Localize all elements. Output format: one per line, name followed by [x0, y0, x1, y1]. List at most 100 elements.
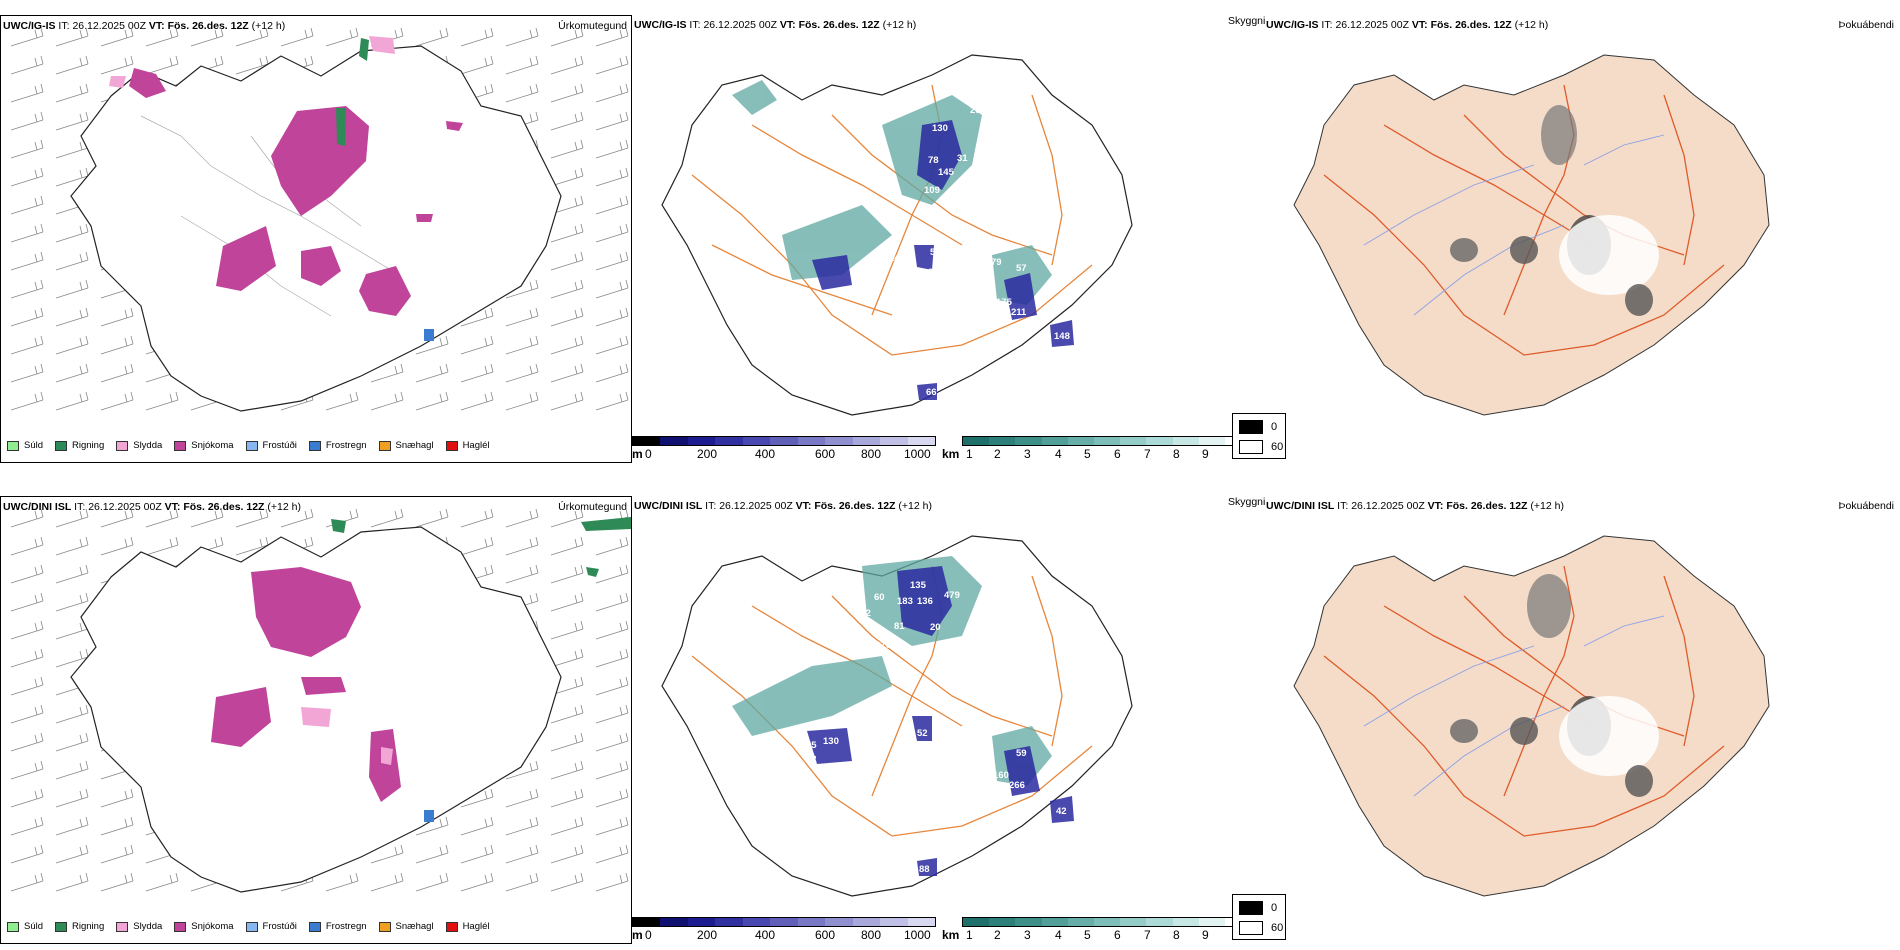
wind-barb-icon: [10, 195, 44, 215]
wind-barb-icon: [10, 676, 44, 696]
wind-barb-icon: [55, 27, 89, 47]
vis-label: 183: [897, 596, 913, 607]
wind-barb-icon: [505, 27, 539, 47]
wind-barb-icon: [10, 788, 44, 808]
wind-barb-icon: [370, 508, 404, 528]
swatch-icon: [1239, 440, 1263, 454]
cloud-unit: m: [632, 928, 643, 942]
fog-map: [1293, 54, 1770, 416]
cloud-tick: 0: [645, 447, 652, 461]
wind-barb-icon: [55, 872, 89, 892]
wind-barb-icon: [505, 279, 539, 299]
swatch-icon: [445, 921, 458, 932]
panel-title: Skyggni: [1228, 15, 1266, 27]
cloud-tick: 400: [755, 447, 776, 461]
wind-barb-icon: [595, 872, 629, 892]
wind-barb-icon: [100, 816, 134, 836]
panel-title: Þokuábendi: [1838, 500, 1894, 512]
vis-label: 145: [938, 167, 955, 178]
vis-colorbar: [962, 436, 1252, 446]
vis-label: 78: [928, 155, 939, 166]
vis-label: 211: [1011, 307, 1027, 318]
wind-barb-icon: [595, 536, 629, 556]
wind-barb-icon: [460, 536, 494, 556]
swatch-icon: [116, 440, 129, 451]
panel-title: Úrkomutegund: [558, 501, 627, 513]
wind-barb-icon: [100, 391, 134, 411]
wind-barb-icon: [550, 83, 584, 103]
wind-barb-icon: [55, 816, 89, 836]
panel-header: UWC/IG-IS IT: 26.12.2025 00Z VT: Fös. 26…: [634, 19, 917, 31]
wind-barb-icon: [10, 816, 44, 836]
cloud-tick: 0: [645, 928, 652, 942]
vis-tick: 3: [1024, 928, 1031, 942]
legend-item: Snæhagl: [378, 921, 434, 932]
vis-label: 88: [919, 864, 930, 875]
wind-barb-icon: [595, 592, 629, 612]
vis-tick: 8: [1173, 928, 1180, 942]
wind-barb-icon: [550, 872, 584, 892]
vis-tick: 8: [1173, 447, 1180, 461]
wind-barb-icon: [100, 363, 134, 383]
wind-barb-icon: [10, 844, 44, 864]
wind-barb-icon: [505, 872, 539, 892]
wind-barb-icon: [55, 307, 89, 327]
legend-item: Snjókoma: [174, 921, 234, 932]
swatch-icon: [445, 440, 458, 451]
wind-barb-icon: [460, 27, 494, 47]
wind-barb-icon: [55, 223, 89, 243]
vis-label: 20: [930, 622, 941, 633]
fog-legend: 0 60: [1232, 413, 1286, 459]
visibility-labels: 135 479 60 183 136 202 81 20 370 100 90 …: [806, 580, 1067, 875]
wind-barb-icon: [190, 27, 224, 47]
wind-barb-icon: [505, 508, 539, 528]
vis-tick: 6: [1114, 447, 1121, 461]
wind-barb-icon: [10, 223, 44, 243]
wind-barb-icon: [595, 111, 629, 131]
cloud-tick: 1000: [904, 928, 931, 942]
wind-barb-icon: [10, 279, 44, 299]
wind-barb-icon: [595, 55, 629, 75]
vis-label: 109: [924, 185, 940, 196]
fog-map: [1293, 535, 1770, 897]
wind-barb-icon: [55, 139, 89, 159]
wind-barb-icon: [595, 279, 629, 299]
cloudbase-fields: [812, 120, 1074, 400]
wind-barb-icon: [100, 508, 134, 528]
vis-label: 479: [944, 590, 960, 601]
wind-barb-icon: [550, 279, 584, 299]
swatch-icon: [55, 440, 68, 451]
wind-barb-icon: [10, 872, 44, 892]
wind-barb-icon: [550, 167, 584, 187]
wind-barb-icon: [460, 844, 494, 864]
fog-panel-row2: UWC/DINI ISL IT: 26.12.2025 00Z VT: Fös.…: [1232, 496, 1900, 944]
cloud-tick: 200: [697, 447, 718, 461]
wind-barb-icon: [595, 83, 629, 103]
vis-label: 57: [1016, 263, 1027, 274]
legend-item: Rigning: [55, 921, 104, 932]
wind-barb-icon: [550, 307, 584, 327]
wind-barb-icon: [505, 363, 539, 383]
precip-type-panel-row2: UWC/DINI ISL IT: 26.12.2025 00Z VT: Fös.…: [0, 496, 632, 944]
wind-barb-icon: [595, 760, 629, 780]
wind-barb-icon: [595, 251, 629, 271]
cloud-tick: 400: [755, 928, 776, 942]
wind-barb-icon: [550, 760, 584, 780]
wind-barb-icon: [325, 27, 359, 47]
vis-label: 81: [894, 621, 905, 632]
wind-barb-icon: [550, 704, 584, 724]
legend-item: Súld: [7, 921, 43, 932]
wind-barb-icon: [370, 872, 404, 892]
wind-barb-icon: [10, 251, 44, 271]
vis-label: 148: [1054, 331, 1070, 342]
wind-barb-icon: [505, 83, 539, 103]
wind-barb-icon: [595, 139, 629, 159]
wind-barb-icon: [550, 363, 584, 383]
vis-tick: 9: [1202, 447, 1209, 461]
wind-barb-icon: [10, 620, 44, 640]
vis-label: 160: [993, 770, 1009, 781]
wind-barb-icon: [235, 55, 269, 75]
legend-item: Rigning: [55, 440, 104, 451]
vis-label: 250: [970, 105, 986, 116]
precip-type-map: [10, 508, 631, 893]
